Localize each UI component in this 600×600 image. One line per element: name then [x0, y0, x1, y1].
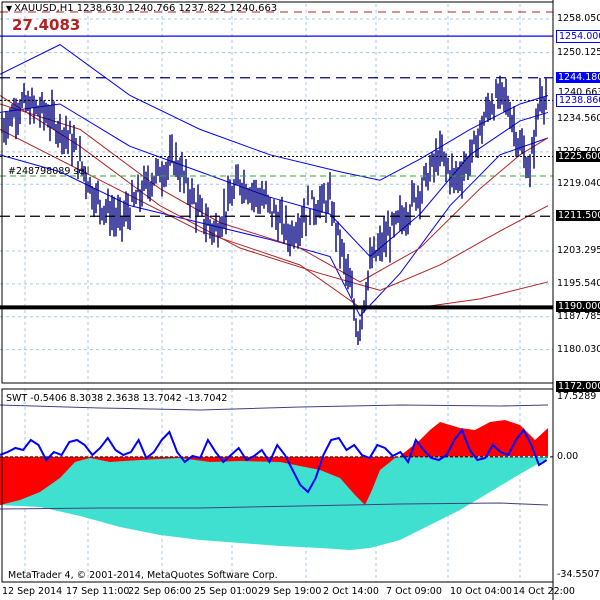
price-tag[interactable]: 1240.663: [556, 86, 600, 98]
price-axis-label: 1195.540: [557, 277, 600, 289]
chart-frame: [1, 0, 554, 600]
indicator-axis-label: 17.5289: [557, 391, 597, 402]
big-value-label: 27.4083: [12, 16, 81, 34]
price-axis-label: 1219.040: [557, 178, 600, 190]
symbol-line: XAUUSD,H1 1238.630 1240.766 1237.822 124…: [14, 3, 278, 14]
price-tag[interactable]: 1225.600: [556, 150, 600, 162]
copyright-text: MetaTrader 4, © 2001-2014, MetaQuotes So…: [8, 570, 278, 581]
ma-long: [0, 128, 549, 308]
time-axis-label: 14 Oct 22:00: [513, 586, 575, 597]
time-axis-label: 29 Sep 19:00: [258, 586, 322, 597]
upper-band: [0, 404, 549, 411]
time-axis-label: 17 Sep 11:00: [66, 586, 130, 597]
red-area-low: [0, 456, 405, 505]
ma-mid: [0, 103, 549, 283]
time-axis-label: 10 Oct 04:00: [450, 586, 512, 597]
bollinger-lower: [0, 137, 549, 317]
time-axis-label: 22 Sep 06:00: [128, 586, 192, 597]
time-axis-label: 7 Oct 09:00: [386, 586, 442, 597]
price-tag[interactable]: 1244.180: [556, 71, 600, 83]
bollinger-upper: [0, 44, 549, 181]
price-axis-label: 1180.030: [557, 343, 600, 355]
price-axis-label: 1234.560: [557, 112, 600, 124]
price-tag[interactable]: 1254.000: [556, 30, 600, 44]
price-axis-label: 1187.785: [557, 310, 600, 322]
cyan-area: [0, 456, 548, 550]
price-tag[interactable]: 1190.000: [556, 301, 600, 313]
price-tag[interactable]: 1172.000: [556, 381, 600, 392]
main-panel-frame: [1, 1, 554, 384]
price-axis-label: 1250.125: [557, 46, 600, 58]
price-series: [1, 75, 547, 345]
time-axis-label: 2 Oct 14:00: [323, 586, 379, 597]
bollinger-mid: [0, 103, 549, 258]
price-tag[interactable]: 1238.860: [556, 94, 600, 108]
indicator-label: SWT -0.5406 8.3038 2.3638 13.7042 -13.70…: [6, 393, 228, 404]
moving-averages: [0, 44, 549, 317]
indicator-axis-label: 0.00: [557, 450, 579, 462]
symbol-triangle-icon: ▼: [6, 4, 13, 13]
chart-header: ▼ XAUUSD,H1 1238.630 1240.766 1237.822 12…: [6, 3, 277, 14]
price-axis-label: 1258.050: [557, 13, 600, 24]
price-tag[interactable]: 1211.500: [556, 210, 600, 222]
lower-band: [0, 502, 549, 510]
price-axis-label: 1203.295: [557, 245, 600, 257]
oscillator-line: [0, 427, 548, 494]
time-axis-label: 25 Sep 01:00: [194, 586, 258, 597]
red-area-high: [400, 420, 548, 457]
order-label[interactable]: #248798089 sell: [8, 166, 90, 177]
indicator-axis-label: -34.5507: [557, 569, 600, 580]
indicator-fill: [0, 404, 553, 550]
time-axis-label: 12 Sep 2014: [2, 586, 63, 597]
ma-slow: [0, 95, 549, 291]
price-levels[interactable]: [0, 11, 553, 310]
